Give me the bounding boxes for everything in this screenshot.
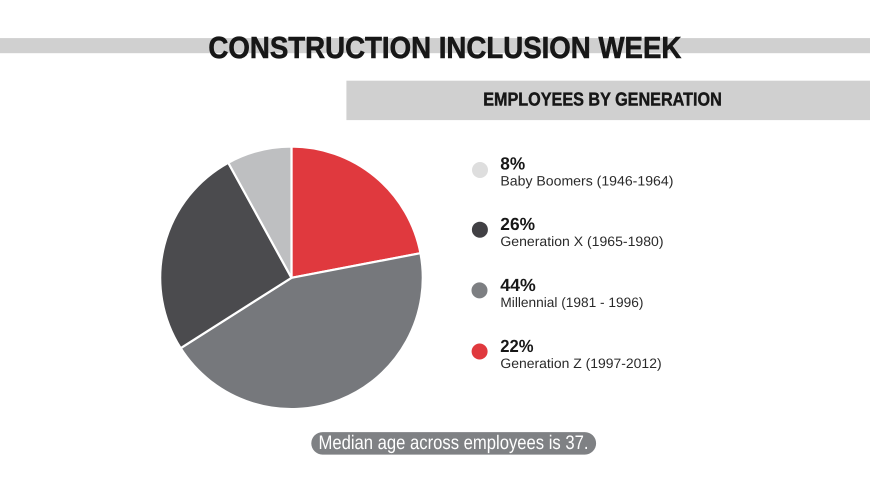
svg-text:22%: 22%	[500, 336, 534, 356]
svg-text:EMPLOYEES BY GENERATION: EMPLOYEES BY GENERATION	[483, 88, 722, 109]
svg-text:Baby Boomers (1946-1964): Baby Boomers (1946-1964)	[500, 174, 673, 189]
svg-text:26%: 26%	[500, 214, 535, 234]
svg-text:Generation X (1965-1980): Generation X (1965-1980)	[500, 234, 663, 249]
svg-text:8%: 8%	[500, 153, 525, 173]
svg-text:44%: 44%	[500, 275, 536, 295]
svg-text:Median age across employees is: Median age across employees is 37.	[319, 432, 589, 454]
svg-text:Generation Z (1997-2012): Generation Z (1997-2012)	[500, 356, 661, 371]
svg-text:CONSTRUCTION INCLUSION WEEK: CONSTRUCTION INCLUSION WEEK	[208, 31, 681, 65]
svg-text:Millennial (1981 - 1996): Millennial (1981 - 1996)	[500, 295, 643, 310]
